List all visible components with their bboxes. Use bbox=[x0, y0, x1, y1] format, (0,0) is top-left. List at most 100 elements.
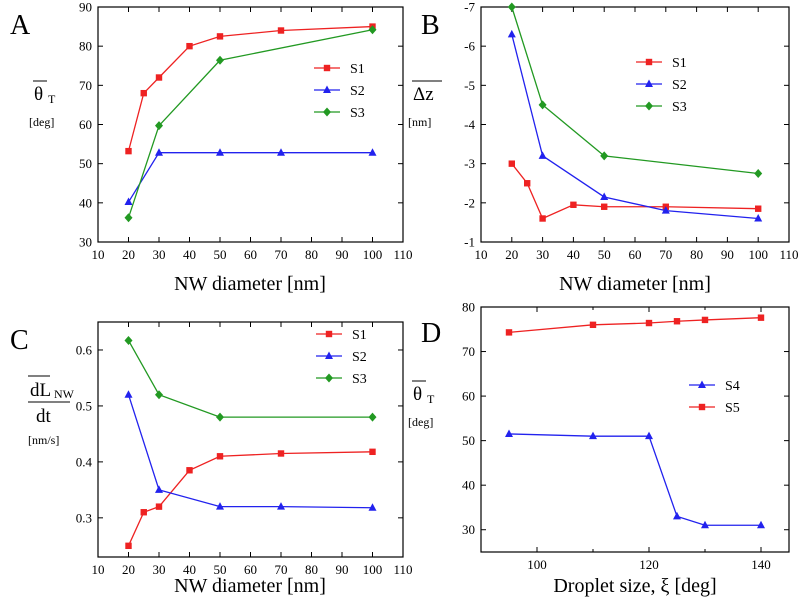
data-point bbox=[589, 321, 597, 329]
x-tick-label: 50 bbox=[214, 247, 227, 262]
data-point bbox=[186, 467, 193, 474]
data-point bbox=[508, 160, 515, 167]
x-tick-label: 110 bbox=[393, 562, 412, 577]
x-tick-label: 80 bbox=[690, 247, 703, 262]
x-tick-label: 60 bbox=[244, 562, 257, 577]
y-tick-label: -1 bbox=[464, 235, 475, 250]
panel-a: 10 20 30 40 50 60 70 80 90 100 110 30 40 50 60 70 80 90 S1… bbox=[10, 0, 413, 295]
y-tick-label: -5 bbox=[464, 78, 475, 93]
data-point bbox=[701, 316, 709, 324]
legend-label: S3 bbox=[352, 372, 367, 387]
y-axis-label-subscript: T bbox=[427, 392, 435, 406]
data-point bbox=[124, 197, 133, 206]
series-line bbox=[508, 317, 762, 334]
y-tick-label: 70 bbox=[79, 78, 92, 93]
data-point bbox=[155, 485, 163, 493]
x-axis-label: NW diameter [nm] bbox=[174, 273, 326, 295]
series-s3 bbox=[124, 25, 377, 223]
x-tick-label: 30 bbox=[153, 247, 166, 262]
series-line bbox=[127, 340, 373, 418]
series-s2 bbox=[124, 390, 377, 511]
x-tick-label: 100 bbox=[363, 247, 383, 262]
data-point bbox=[277, 450, 285, 457]
y-tick-label: -4 bbox=[464, 117, 475, 132]
y-axis-label-unit: [nm] bbox=[408, 115, 431, 129]
data-point bbox=[368, 412, 377, 422]
x-tick-label: 80 bbox=[305, 562, 318, 577]
legend-marker bbox=[698, 380, 706, 388]
x-tick-label: 50 bbox=[214, 562, 227, 577]
data-point bbox=[277, 148, 285, 156]
x-axis-label: NW diameter [nm] bbox=[559, 273, 711, 295]
series-line bbox=[511, 6, 759, 175]
legend-label: S3 bbox=[350, 106, 365, 121]
data-point bbox=[600, 151, 609, 161]
plot-frame bbox=[97, 6, 404, 243]
legend-marker bbox=[698, 403, 706, 411]
x-tick-label: 20 bbox=[122, 562, 135, 577]
y-axis-label-symbol: θ bbox=[413, 384, 422, 405]
x-tick-label: 100 bbox=[363, 562, 383, 577]
data-point bbox=[155, 503, 163, 510]
x-tick-label: 70 bbox=[275, 562, 288, 577]
data-point bbox=[216, 502, 224, 510]
data-point bbox=[368, 503, 377, 511]
x-tick-label: 100 bbox=[748, 247, 768, 262]
x-tick-label: 120 bbox=[639, 557, 659, 572]
series-line bbox=[127, 29, 373, 218]
x-tick-label: 50 bbox=[598, 247, 611, 262]
data-point bbox=[645, 319, 653, 327]
y-tick-label: 60 bbox=[462, 389, 475, 404]
data-point bbox=[277, 27, 285, 34]
data-point bbox=[124, 213, 133, 223]
data-point bbox=[140, 89, 147, 97]
data-point bbox=[757, 314, 765, 321]
y-axis-label-numerator: dL bbox=[30, 380, 51, 401]
plot-frame bbox=[480, 306, 790, 553]
y-tick-label: 50 bbox=[79, 156, 92, 171]
data-point bbox=[673, 511, 681, 520]
data-point bbox=[277, 502, 285, 510]
data-point bbox=[124, 335, 133, 345]
x-tick-label: 110 bbox=[779, 247, 798, 262]
x-tick-label: 90 bbox=[336, 247, 349, 262]
y-tick-label: 40 bbox=[79, 195, 92, 210]
data-point bbox=[216, 55, 224, 65]
data-point bbox=[186, 42, 193, 50]
x-tick-label: 70 bbox=[659, 247, 672, 262]
data-point bbox=[140, 509, 147, 516]
y-tick-label: -6 bbox=[464, 39, 475, 54]
data-point bbox=[673, 318, 681, 325]
y-tick-label: 0.6 bbox=[76, 342, 93, 357]
data-point bbox=[539, 215, 546, 222]
legend-label: S3 bbox=[672, 100, 687, 115]
legend-label: S1 bbox=[352, 328, 367, 343]
series-s1 bbox=[125, 448, 376, 550]
y-tick-label: 0.4 bbox=[76, 454, 93, 469]
series-s2 bbox=[507, 29, 763, 222]
y-tick-label: 90 bbox=[79, 0, 92, 15]
data-point bbox=[757, 520, 765, 529]
panel-letter: C bbox=[10, 325, 29, 356]
legend: S1 S2 S3 bbox=[314, 62, 365, 121]
y-axis-label: θ T [deg] bbox=[408, 380, 435, 429]
series-line bbox=[511, 34, 759, 220]
y-tick-label: 80 bbox=[79, 39, 92, 54]
x-tick-label: 40 bbox=[567, 247, 580, 262]
series-line bbox=[127, 394, 373, 509]
series-s1 bbox=[125, 23, 376, 155]
data-point bbox=[661, 206, 670, 214]
y-axis-label: θ T [deg] bbox=[29, 80, 56, 129]
legend-label: S5 bbox=[725, 401, 740, 416]
x-tick-label: 20 bbox=[505, 247, 518, 262]
data-point bbox=[754, 214, 763, 222]
x-tick-label: 100 bbox=[527, 557, 547, 572]
data-point bbox=[155, 148, 163, 156]
y-tick-label: -3 bbox=[464, 156, 475, 171]
x-tick-label: 30 bbox=[153, 562, 166, 577]
series-s3 bbox=[507, 2, 763, 178]
data-point bbox=[368, 25, 377, 35]
data-point bbox=[507, 29, 516, 38]
